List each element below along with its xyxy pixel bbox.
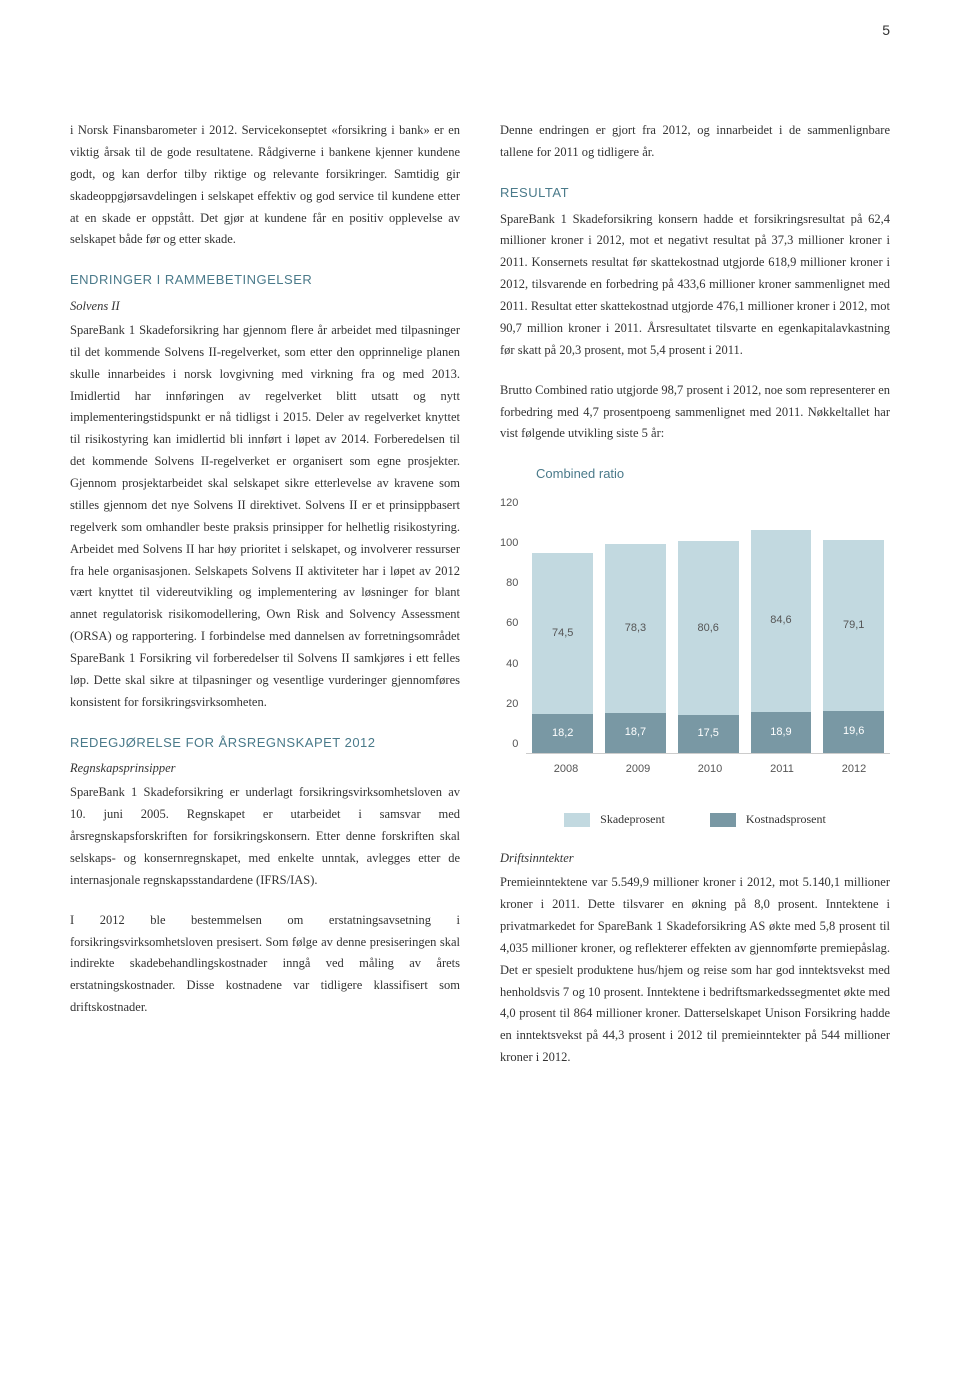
combined-ratio-chart: Combined ratio 120100806040200 74,518,27… (500, 463, 890, 830)
bar-segment-bottom: 18,7 (605, 713, 666, 753)
legend-label: Kostnadsprosent (746, 809, 826, 830)
bar-group: 78,318,7 (605, 494, 666, 753)
bar-group: 79,119,6 (823, 494, 884, 753)
y-tick-label: 40 (506, 655, 518, 674)
legend-item: Skadeprosent (564, 809, 665, 830)
body-paragraph: i Norsk Finansbarometer i 2012. Servicek… (70, 120, 460, 251)
x-tick-label: 2012 (824, 760, 884, 779)
bar-segment-top: 84,6 (751, 530, 812, 713)
body-paragraph: Brutto Combined ratio utgjorde 98,7 pros… (500, 380, 890, 446)
bar-segment-bottom: 17,5 (678, 715, 739, 753)
bar-group: 74,518,2 (532, 494, 593, 753)
y-tick-label: 60 (506, 614, 518, 633)
y-tick-label: 20 (506, 695, 518, 714)
chart-plot-area: 120100806040200 74,518,278,318,780,617,5… (500, 494, 890, 754)
y-tick-label: 0 (512, 735, 518, 754)
chart-title: Combined ratio (536, 463, 890, 486)
legend-item: Kostnadsprosent (710, 809, 826, 830)
section-heading-endringer: ENDRINGER I RAMMEBETINGELSER (70, 269, 460, 292)
subheading-solvens: Solvens II (70, 296, 460, 318)
right-column: Denne endringen er gjort fra 2012, og in… (500, 120, 890, 1087)
subheading-regnskap: Regnskapsprinsipper (70, 758, 460, 780)
body-paragraph: SpareBank 1 Skadeforsikring har gjennom … (70, 320, 460, 714)
body-paragraph: Premieinntektene var 5.549,9 millioner k… (500, 872, 890, 1069)
bar-group: 84,618,9 (751, 494, 812, 753)
section-heading-resultat: RESULTAT (500, 182, 890, 205)
body-paragraph: Denne endringen er gjort fra 2012, og in… (500, 120, 890, 164)
chart-legend: Skadeprosent Kostnadsprosent (500, 809, 890, 830)
two-column-layout: i Norsk Finansbarometer i 2012. Servicek… (70, 120, 890, 1087)
x-tick-label: 2011 (752, 760, 812, 779)
section-heading-redegjorelse: REDEGJØRELSE FOR ÅRSREGNSKAPET 2012 (70, 732, 460, 755)
y-tick-label: 120 (500, 494, 518, 513)
chart-bars: 74,518,278,318,780,617,584,618,979,119,6 (526, 494, 890, 754)
subheading-driftsinntekter: Driftsinntekter (500, 848, 890, 870)
body-paragraph: I 2012 ble bestemmelsen om erstatningsav… (70, 910, 460, 1019)
body-paragraph: SpareBank 1 Skadeforsikring konsern hadd… (500, 209, 890, 362)
left-column: i Norsk Finansbarometer i 2012. Servicek… (70, 120, 460, 1087)
bar-segment-top: 79,1 (823, 540, 884, 711)
bar-segment-bottom: 19,6 (823, 711, 884, 753)
page-number: 5 (882, 18, 890, 43)
bar-segment-bottom: 18,2 (532, 714, 593, 753)
bar-segment-top: 78,3 (605, 544, 666, 713)
x-tick-label: 2009 (608, 760, 668, 779)
x-tick-label: 2010 (680, 760, 740, 779)
chart-y-axis: 120 100 80 60 40 20 0 (500, 494, 526, 754)
legend-label: Skadeprosent (600, 809, 665, 830)
bar-segment-bottom: 18,9 (751, 712, 812, 753)
x-tick-label: 2008 (536, 760, 596, 779)
legend-swatch (710, 813, 736, 827)
y-tick-label: 100 (500, 534, 518, 553)
bar-segment-top: 74,5 (532, 553, 593, 714)
body-paragraph: SpareBank 1 Skadeforsikring er underlagt… (70, 782, 460, 891)
legend-swatch (564, 813, 590, 827)
bar-group: 80,617,5 (678, 494, 739, 753)
y-tick-label: 80 (506, 574, 518, 593)
chart-x-axis: 2008 2009 2010 2011 2012 (530, 760, 890, 779)
bar-segment-top: 80,6 (678, 541, 739, 715)
